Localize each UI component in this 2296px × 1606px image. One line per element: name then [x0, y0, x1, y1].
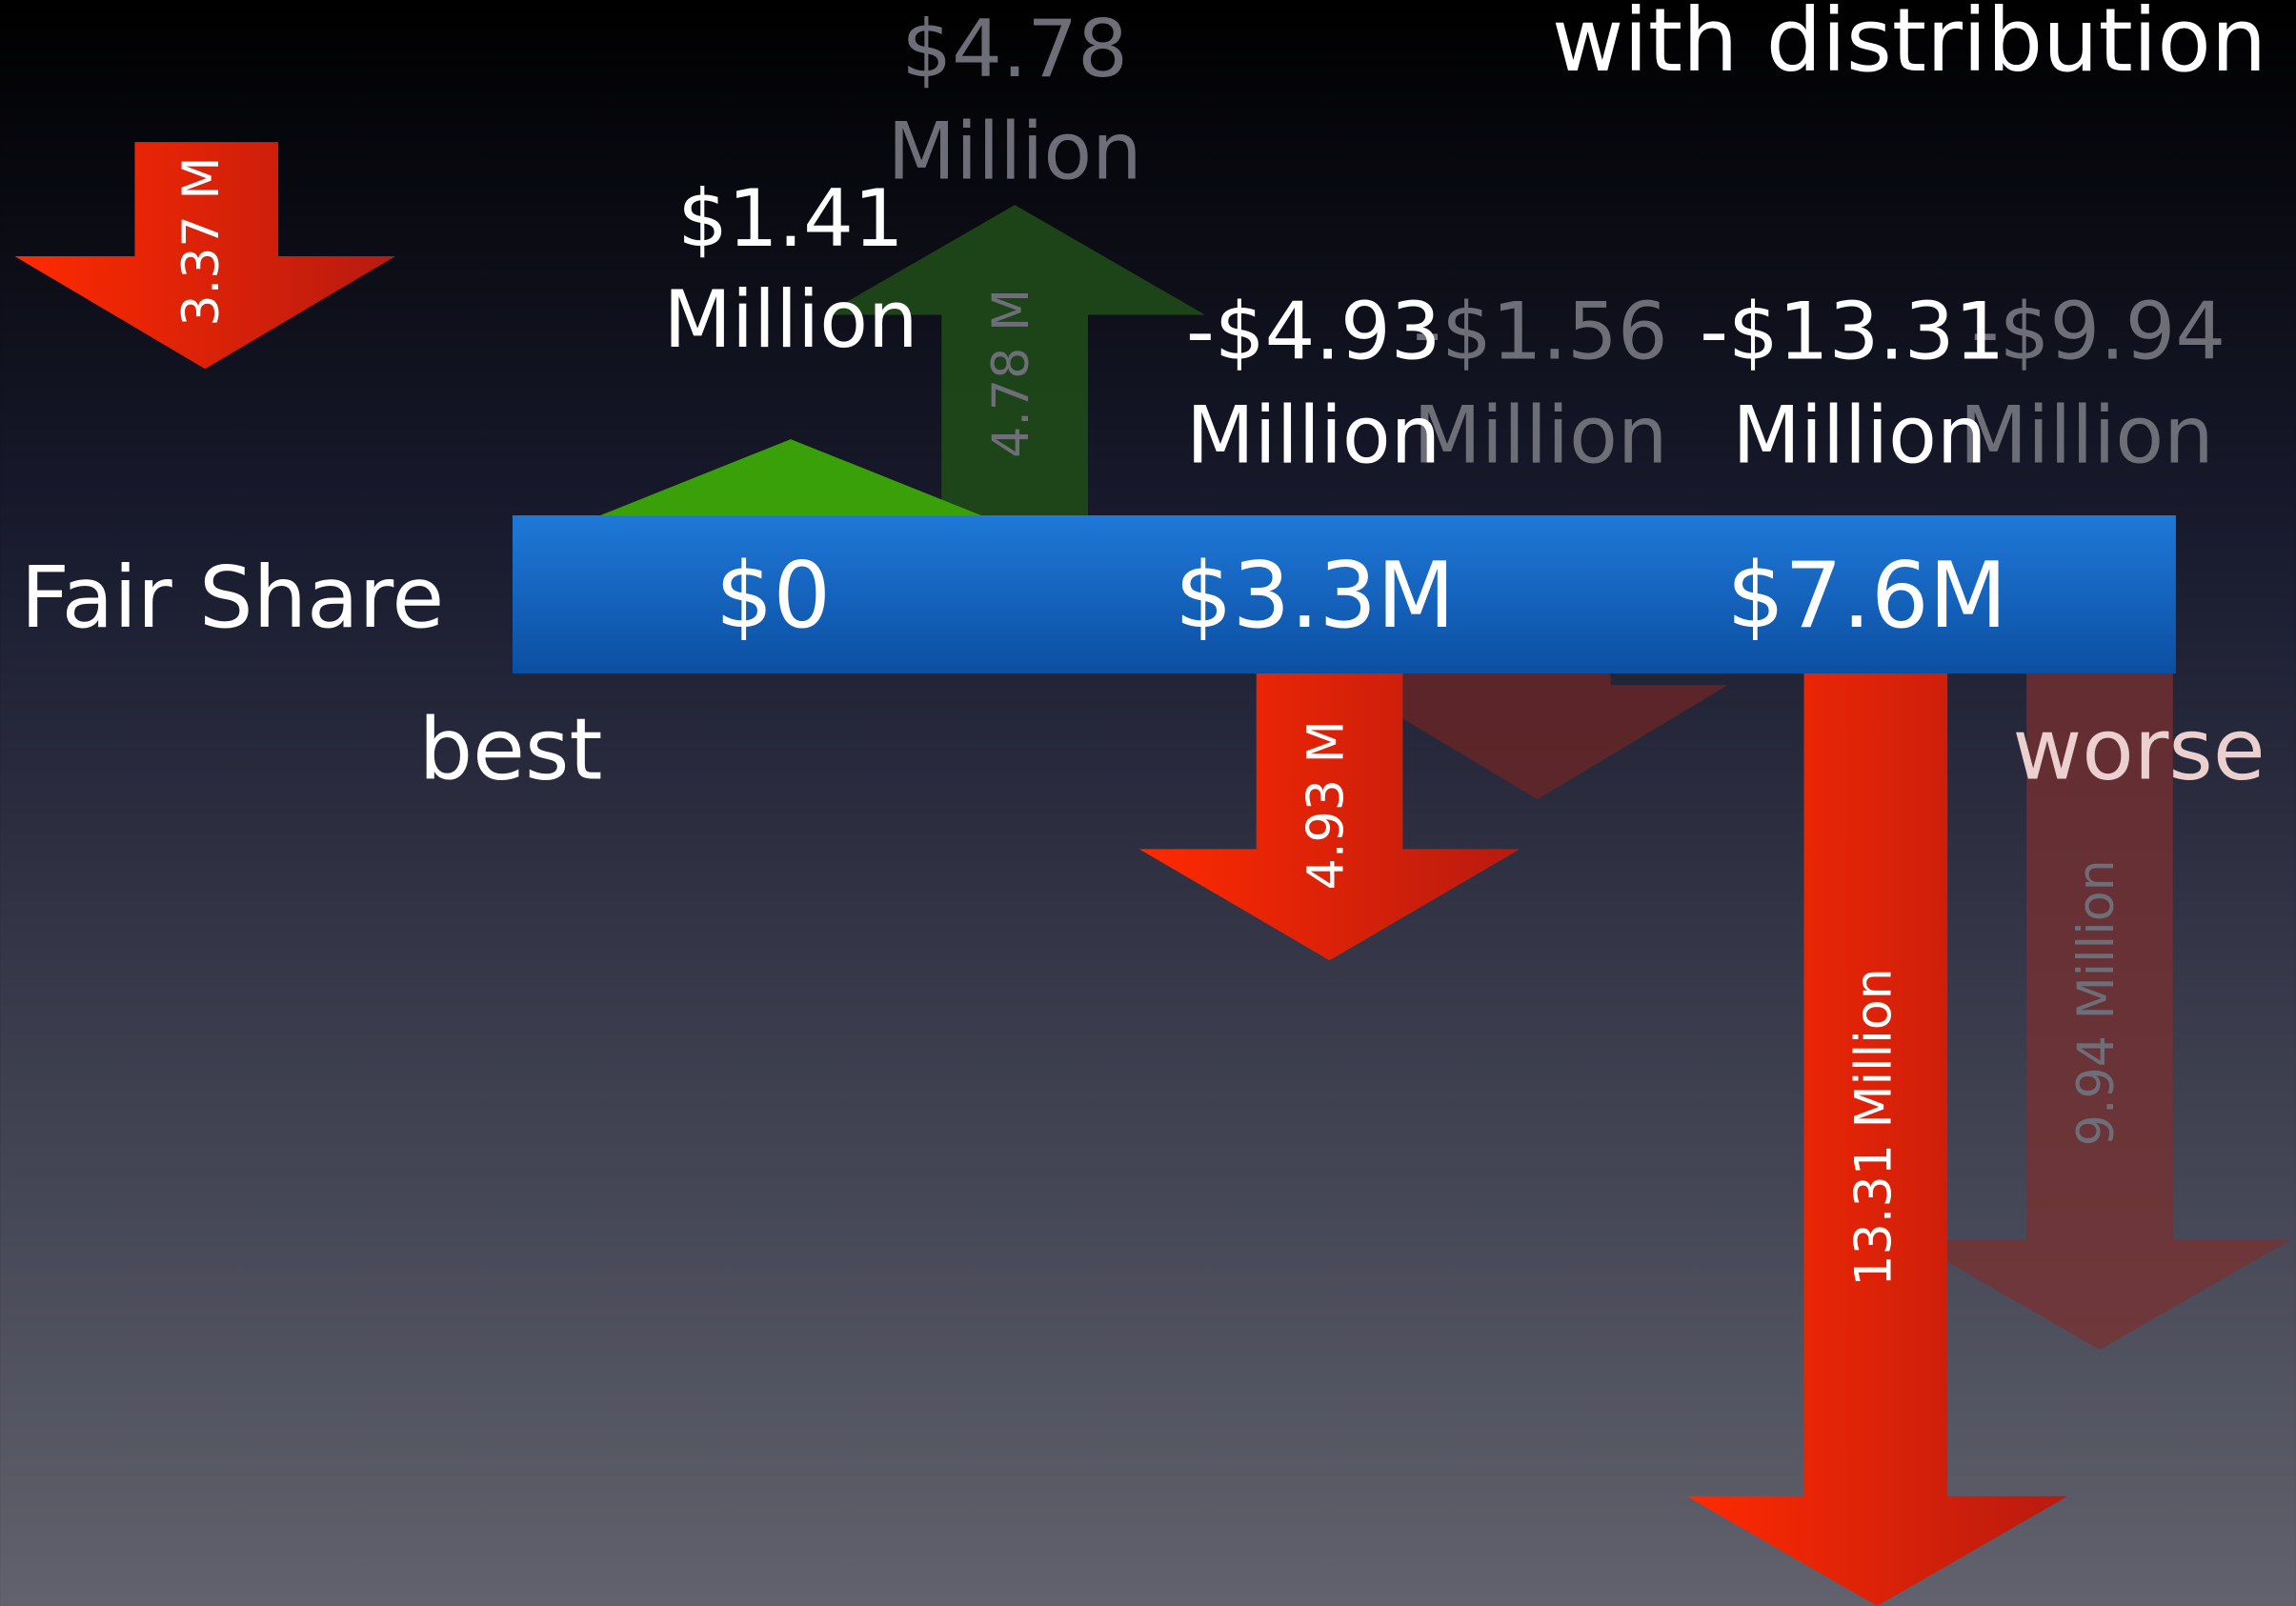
- arrow-label: 4.78 M: [983, 289, 1040, 458]
- faded-up-arrow: [824, 205, 1205, 515]
- arrow-label: 9.94 Million: [2068, 859, 2125, 1146]
- callout-amount: -$9.94: [1971, 286, 2226, 378]
- down-arrow: [1138, 673, 1521, 961]
- callout-unit: Million: [888, 106, 1142, 198]
- arrow-label: 13.31 Million: [1845, 968, 1903, 1286]
- callout-amount: -$1.56: [1413, 286, 1668, 378]
- end-label: worse: [2012, 701, 2265, 800]
- down-arrow: [14, 142, 396, 370]
- row-label: Fair Share: [21, 549, 445, 648]
- bar-label: $0: [715, 544, 831, 649]
- fair-share-bar: [512, 514, 2176, 673]
- callout-amount: -$4.93: [1186, 286, 1441, 378]
- arrow-label: 4.93 M: [1299, 720, 1356, 890]
- bar-label: $3.3M: [1175, 544, 1455, 649]
- callout-unit: Million: [1186, 390, 1440, 482]
- bar-label: $7.6M: [1726, 544, 2006, 649]
- faded-down-arrow: [1347, 673, 1728, 800]
- callout-unit: Million: [1732, 390, 1986, 482]
- callout-unit: Million: [663, 273, 917, 366]
- faded-down-arrow: [1909, 673, 2290, 1351]
- callout-amount: $1.41: [677, 172, 904, 265]
- down-arrow: [1686, 673, 2068, 1606]
- callout-amount: -$13.31: [1700, 286, 2004, 378]
- callout-unit: Million: [1413, 390, 1667, 482]
- title: with distribution: [1552, 0, 2266, 91]
- end-label: best: [419, 701, 603, 800]
- arrow-label: 3.37 M: [173, 157, 231, 327]
- callout-amount: $4.78: [901, 3, 1128, 95]
- callout-unit: Million: [1960, 390, 2214, 482]
- green-triangle: [600, 439, 981, 515]
